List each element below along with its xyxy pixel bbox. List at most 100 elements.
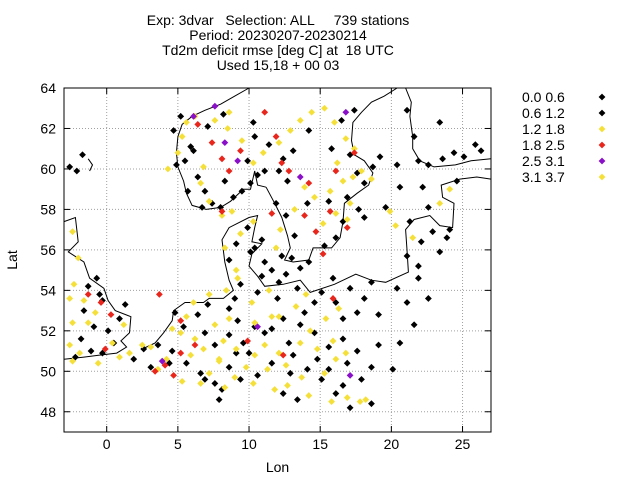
chart-title-line-1: Exp: 3dvar Selection: ALL 739 stations (146, 12, 410, 28)
station-marker (232, 345, 240, 353)
coastline (63, 216, 132, 360)
station-markers (66, 102, 485, 412)
station-marker (261, 258, 269, 266)
station-marker (177, 349, 185, 357)
station-marker (346, 371, 354, 379)
station-marker (289, 351, 297, 359)
station-marker (254, 171, 261, 179)
station-marker (292, 303, 300, 310)
station-marker (211, 341, 219, 349)
station-marker (410, 133, 418, 140)
station-marker (311, 193, 318, 201)
station-marker (450, 149, 458, 157)
station-marker (187, 351, 195, 359)
station-marker (254, 288, 261, 296)
station-marker (392, 222, 400, 229)
station-marker (296, 264, 304, 272)
station-marker (396, 339, 404, 347)
station-marker (245, 349, 253, 357)
station-marker (276, 226, 284, 234)
station-marker (247, 248, 254, 256)
station-marker (424, 203, 432, 211)
station-marker (285, 167, 293, 175)
station-marker (343, 193, 351, 201)
station-marker (382, 203, 390, 211)
station-marker (356, 398, 364, 406)
station-marker (238, 187, 246, 195)
station-marker (275, 278, 283, 286)
station-marker (69, 319, 76, 327)
station-marker (108, 339, 116, 347)
station-marker (66, 295, 74, 302)
legend-marker (598, 173, 606, 181)
station-marker (339, 335, 347, 343)
station-marker (339, 218, 347, 225)
station-marker (403, 299, 411, 306)
station-marker (161, 361, 169, 369)
station-marker (201, 187, 209, 195)
station-marker (265, 286, 273, 294)
station-marker (389, 365, 397, 373)
station-marker (204, 123, 212, 130)
station-marker (91, 309, 99, 317)
station-marker (221, 244, 229, 252)
station-marker (301, 212, 308, 219)
station-marker (168, 347, 176, 355)
station-marker (234, 317, 242, 325)
station-marker (319, 220, 327, 227)
station-marker (329, 274, 337, 282)
station-marker (261, 167, 269, 175)
x-tick-label: 15 (312, 436, 328, 452)
station-marker (368, 278, 375, 286)
station-marker (264, 365, 271, 373)
station-marker (296, 321, 304, 329)
station-marker (453, 177, 461, 185)
station-marker (184, 187, 192, 195)
station-marker (419, 183, 427, 191)
station-marker (343, 224, 351, 232)
station-marker (471, 141, 479, 149)
legend-label: 3.1 3.7 (522, 169, 565, 185)
station-marker (190, 112, 197, 120)
station-marker (178, 133, 186, 140)
station-marker (406, 218, 414, 225)
station-marker (237, 280, 244, 288)
station-marker (298, 373, 306, 381)
station-marker (436, 119, 444, 126)
station-marker (231, 373, 239, 381)
station-marker (107, 311, 115, 319)
x-axis-label: Lon (266, 459, 289, 475)
station-marker (218, 155, 226, 163)
station-marker (285, 339, 293, 347)
station-marker (342, 135, 350, 142)
station-marker (286, 127, 294, 134)
station-marker (319, 250, 327, 258)
x-tick-label: 0 (103, 436, 111, 452)
coastline (265, 87, 398, 263)
station-marker (211, 380, 219, 387)
station-marker (232, 349, 240, 357)
station-marker (268, 313, 276, 321)
station-marker (410, 321, 418, 329)
legend: 0.0 0.60.6 1.21.2 1.81.8 2.52.5 3.13.1 3… (522, 89, 606, 185)
station-marker (305, 258, 313, 266)
station-marker (201, 329, 209, 337)
station-marker (237, 147, 244, 155)
station-marker (417, 238, 425, 246)
station-marker (303, 365, 311, 373)
coastline (405, 87, 492, 168)
station-marker (197, 369, 205, 377)
station-marker (205, 197, 213, 205)
station-marker (234, 157, 242, 165)
station-marker (130, 355, 138, 363)
station-marker (87, 347, 95, 355)
station-marker (282, 270, 290, 278)
station-marker (369, 163, 377, 171)
station-marker (308, 108, 316, 116)
station-marker (346, 284, 354, 292)
station-marker (151, 367, 159, 375)
station-marker (99, 349, 106, 357)
station-marker (415, 157, 422, 165)
station-marker (275, 313, 283, 321)
